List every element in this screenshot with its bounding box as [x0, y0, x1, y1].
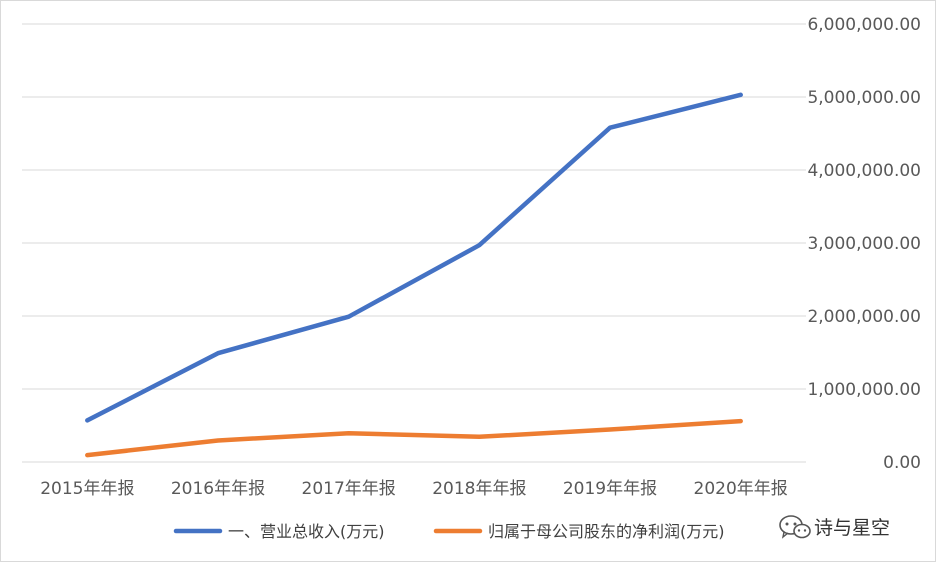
y-tick-label: 6,000,000.00 [807, 15, 921, 35]
x-tick-label: 2018年年报 [432, 479, 526, 499]
x-tick-label: 2015年年报 [40, 479, 134, 499]
y-tick-label: 5,000,000.00 [807, 88, 921, 108]
y-tick-label: 4,000,000.00 [807, 161, 921, 181]
legend-label: 一、营业总收入(万元) [228, 522, 385, 541]
x-tick-label: 2017年年报 [302, 479, 396, 499]
watermark-text: 诗与星空 [814, 517, 891, 539]
y-tick-label: 2,000,000.00 [807, 307, 921, 327]
series-line-2 [85, 418, 743, 458]
series-line-1 [85, 92, 743, 423]
x-tick-label: 2020年年报 [694, 479, 788, 499]
y-tick-label: 3,000,000.00 [807, 234, 921, 254]
y-tick-label: 0.00 [883, 453, 921, 473]
legend-label: 归属于母公司股东的净利润(万元) [488, 522, 725, 541]
series-lines [85, 92, 743, 458]
watermark: 诗与星空 [778, 512, 928, 542]
x-tick-label: 2016年年报 [171, 479, 265, 499]
x-axis-tick-labels: 2015年年报 2016年年报 2017年年报 2018年年报 2019年年报 2020年… [40, 479, 788, 499]
y-axis-tick-labels: 0.00 1,000,000.00 2,000,000.00 3,000,000.00… [807, 15, 921, 473]
wechat-icon [779, 515, 811, 539]
x-tick-label: 2019年年报 [563, 479, 657, 499]
gridlines [22, 23, 806, 463]
legend: 一、营业总收入(万元) 归属于母公司股东的净利润(万元) [173, 522, 725, 541]
y-tick-label: 1,000,000.00 [807, 380, 921, 400]
